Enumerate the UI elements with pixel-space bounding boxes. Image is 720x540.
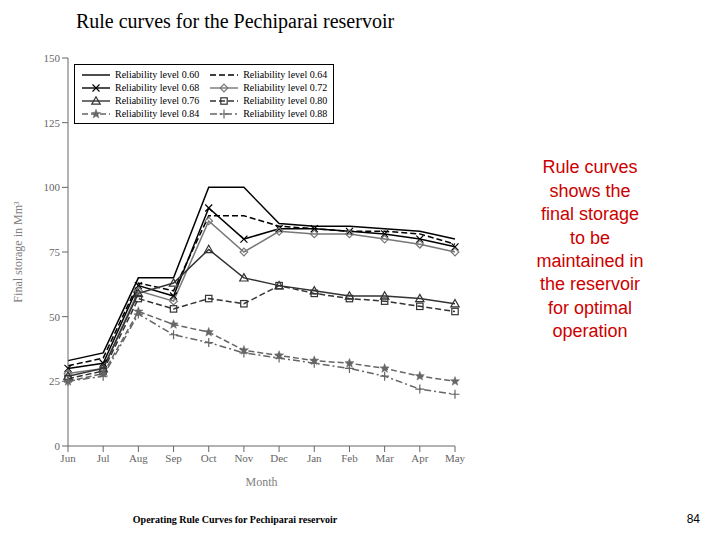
svg-text:Final storage in Mm³: Final storage in Mm³ xyxy=(11,201,25,303)
html-text:Rule curves shows the final st: Rule curves shows the final storage to b… xyxy=(536,157,644,342)
html-text:84: 84 xyxy=(686,512,700,526)
svg-text:Jul: Jul xyxy=(97,452,110,464)
svg-text:Aug: Aug xyxy=(129,452,148,464)
svg-text:Mar: Mar xyxy=(375,452,394,464)
svg-text:Apr: Apr xyxy=(411,452,428,464)
svg-text:Jun: Jun xyxy=(60,452,76,464)
html-text:Reliability level 0.84: Reliability level 0.84 xyxy=(115,108,200,119)
svg-text:Nov: Nov xyxy=(234,452,253,464)
svg-text:Month: Month xyxy=(245,475,277,489)
html-text:Reliability level 0.64: Reliability level 0.64 xyxy=(243,69,328,80)
svg-text:Oct: Oct xyxy=(201,452,217,464)
html-text:Reliability level 0.76: Reliability level 0.76 xyxy=(115,95,200,106)
svg-text:50: 50 xyxy=(49,311,61,323)
svg-text:25: 25 xyxy=(49,375,61,387)
svg-text:Jan: Jan xyxy=(307,452,322,464)
svg-text:75: 75 xyxy=(49,246,61,258)
html-text:Operating Rule Curves for Pech: Operating Rule Curves for Pechiparai res… xyxy=(132,514,338,525)
svg-text:Feb: Feb xyxy=(341,452,358,464)
svg-text:Dec: Dec xyxy=(270,452,288,464)
svg-text:125: 125 xyxy=(44,117,61,129)
svg-text:150: 150 xyxy=(44,52,61,64)
html-text:Rule curves for the Pechiparai: Rule curves for the Pechiparai reservoir xyxy=(75,10,395,32)
html-text:Reliability level 0.60: Reliability level 0.60 xyxy=(115,69,200,80)
html-text:Reliability level 0.88: Reliability level 0.88 xyxy=(243,108,328,119)
svg-text:May: May xyxy=(445,452,466,464)
html-text:Reliability level 0.80: Reliability level 0.80 xyxy=(243,95,328,106)
svg-text:100: 100 xyxy=(44,181,61,193)
html-text:Reliability level 0.72: Reliability level 0.72 xyxy=(243,82,328,93)
svg-text:Sep: Sep xyxy=(165,452,182,464)
html-text:Reliability level 0.68: Reliability level 0.68 xyxy=(115,82,200,93)
svg-text:0: 0 xyxy=(55,440,61,452)
